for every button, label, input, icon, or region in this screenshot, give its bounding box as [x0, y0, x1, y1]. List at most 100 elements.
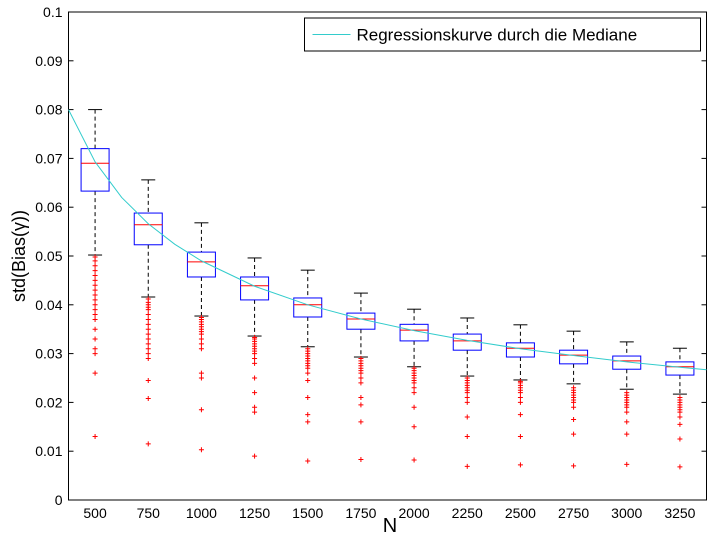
y-tick-label: 0.09	[35, 53, 62, 69]
outlier	[145, 321, 151, 327]
outlier	[92, 292, 98, 298]
outlier	[92, 326, 98, 332]
outlier	[145, 377, 151, 383]
outlier	[198, 336, 204, 342]
outlier	[145, 441, 151, 447]
outlier	[305, 458, 311, 464]
x-tick-label: 1750	[345, 505, 376, 521]
x-tick-label: 2500	[505, 505, 536, 521]
x-axis-label: N	[383, 515, 397, 537]
outlier	[145, 312, 151, 318]
outlier	[92, 370, 98, 376]
box	[505, 342, 535, 358]
outlier	[198, 331, 204, 337]
outlier	[252, 375, 258, 381]
outlier	[198, 370, 204, 376]
outlier	[411, 380, 417, 386]
outlier	[252, 351, 258, 357]
outlier	[92, 316, 98, 322]
outlier	[92, 351, 98, 357]
box	[293, 297, 323, 318]
outlier	[358, 419, 364, 425]
outlier	[571, 416, 577, 422]
outlier	[464, 390, 470, 396]
y-tick-label: 0.04	[35, 297, 62, 313]
outlier	[145, 336, 151, 342]
outlier	[92, 297, 98, 303]
outlier	[677, 421, 683, 427]
outlier	[464, 463, 470, 469]
outlier	[571, 463, 577, 469]
x-tick-label: 3250	[664, 505, 695, 521]
outlier	[571, 399, 577, 405]
outlier	[677, 409, 683, 415]
outlier	[411, 385, 417, 391]
outlier	[677, 436, 683, 442]
x-tick-label: 750	[137, 505, 161, 521]
legend-box	[304, 17, 701, 52]
x-tick-label: 2750	[558, 505, 589, 521]
outlier	[517, 434, 523, 440]
outlier	[252, 404, 258, 410]
outlier	[305, 365, 311, 371]
box	[612, 355, 642, 370]
outlier	[411, 457, 417, 463]
outlier	[92, 346, 98, 352]
box	[133, 212, 163, 246]
outlier	[517, 399, 523, 405]
outlier	[517, 462, 523, 468]
outlier	[517, 412, 523, 418]
outlier	[411, 390, 417, 396]
outlier	[92, 282, 98, 288]
outlier	[198, 346, 204, 352]
outlier	[252, 360, 258, 366]
outlier	[92, 258, 98, 264]
box	[346, 312, 376, 330]
y-tick-label: 0	[55, 492, 63, 508]
box	[240, 276, 270, 301]
outlier	[464, 399, 470, 405]
outlier	[198, 341, 204, 347]
x-tick-label: 3000	[611, 505, 642, 521]
y-tick-label: 0.02	[35, 394, 62, 410]
outlier	[305, 377, 311, 383]
box	[80, 148, 110, 192]
y-tick-label: 0.01	[35, 443, 62, 459]
outlier	[198, 407, 204, 413]
x-tick-label: 1250	[239, 505, 270, 521]
outlier	[305, 419, 311, 425]
outlier	[198, 447, 204, 453]
outlier	[92, 273, 98, 279]
outlier	[92, 287, 98, 293]
outlier	[92, 268, 98, 274]
box	[186, 251, 216, 278]
outlier	[517, 390, 523, 396]
outlier	[571, 404, 577, 410]
outlier	[624, 409, 630, 415]
x-tick-label: 500	[83, 505, 107, 521]
outlier	[145, 316, 151, 322]
outlier	[92, 277, 98, 283]
outlier	[358, 456, 364, 462]
outlier	[517, 395, 523, 401]
outlier	[92, 263, 98, 269]
x-tick-label: 2000	[399, 505, 430, 521]
outlier	[92, 307, 98, 313]
outlier	[145, 307, 151, 313]
outlier	[252, 390, 258, 396]
outlier	[252, 453, 258, 459]
x-tick-label: 1500	[292, 505, 323, 521]
outlier	[358, 395, 364, 401]
box	[399, 323, 429, 342]
outlier	[252, 409, 258, 415]
y-tick-label: 0.05	[35, 248, 62, 264]
outlier	[252, 355, 258, 361]
outlier	[145, 326, 151, 332]
outlier	[145, 395, 151, 401]
outlier	[624, 461, 630, 467]
y-tick-label: 0.06	[35, 199, 62, 215]
outlier	[145, 355, 151, 361]
outlier	[358, 402, 364, 408]
outlier	[92, 312, 98, 318]
